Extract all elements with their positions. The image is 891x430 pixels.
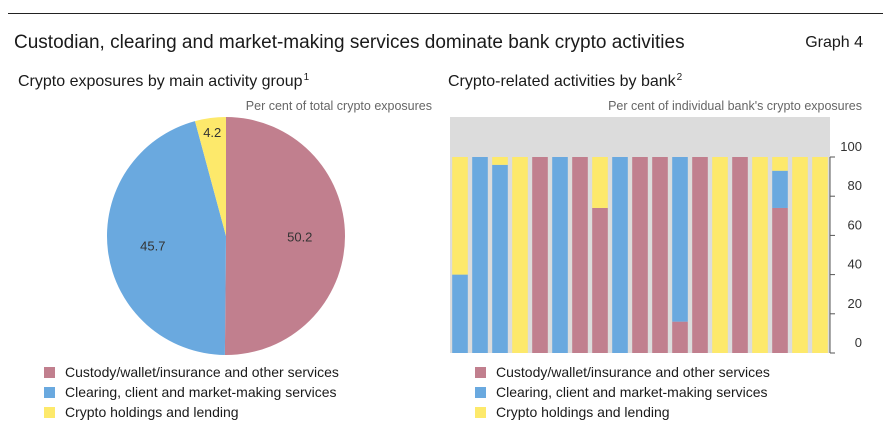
left-panel-title: Crypto exposures by main activity group1 [18, 72, 309, 91]
bar-1-series-2 [452, 274, 468, 353]
bar-19-series-3 [812, 157, 828, 353]
left-panel-title-text: Crypto exposures by main activity group [18, 73, 303, 90]
y-tick-label-0: 0 [855, 335, 862, 350]
stacked-bar-chart: 0 20 40 60 80 100 [450, 117, 862, 354]
right-panel-title: Crypto-related activities by bank2 [448, 72, 682, 91]
legend-label-clearing-right: Clearing, client and market-making servi… [496, 384, 768, 400]
pie-value-label-1: 50.2 [287, 229, 312, 244]
pie-slice-1 [224, 117, 346, 355]
bar-11-series-1 [652, 157, 668, 353]
graph-number: Graph 4 [805, 34, 863, 51]
legend-swatch-clearing [44, 386, 55, 398]
left-panel-footnote: 1 [303, 72, 310, 83]
pie-value-label-2: 45.7 [140, 238, 165, 253]
bar-6-series-2 [552, 157, 568, 353]
legend-label-clearing: Clearing, client and market-making servi… [65, 384, 337, 400]
right-panel-footnote: 2 [676, 72, 683, 83]
bar-14-series-3 [712, 157, 728, 353]
y-tick-label-80: 80 [848, 178, 862, 193]
bar-8-series-3 [592, 157, 608, 208]
legend-swatch-custody-right [475, 366, 486, 378]
y-tick-label-40: 40 [848, 257, 862, 272]
bar-15-series-1 [732, 157, 748, 353]
bar-17-series-2 [772, 170, 788, 208]
bar-17-series-1 [772, 207, 788, 353]
y-tick-label-20: 20 [848, 296, 862, 311]
legend-label-holdings: Crypto holdings and lending [65, 404, 239, 420]
legend-item-clearing: Clearing, client and market-making servi… [44, 382, 339, 402]
legend-item-custody-right: Custody/wallet/insurance and other servi… [475, 362, 770, 382]
bar-3-series-2 [492, 164, 508, 353]
right-legend: Custody/wallet/insurance and other servi… [475, 362, 770, 422]
y-tick-label-60: 60 [848, 217, 862, 232]
legend-swatch-holdings [44, 406, 55, 418]
legend-label-custody: Custody/wallet/insurance and other servi… [65, 364, 339, 380]
bar-3-series-3 [492, 157, 508, 165]
left-legend: Custody/wallet/insurance and other servi… [44, 362, 339, 422]
bar-9-series-2 [612, 157, 628, 353]
bar-5-series-1 [532, 157, 548, 353]
right-panel-subtitle: Per cent of individual bank's crypto exp… [608, 99, 862, 113]
legend-label-custody-right: Custody/wallet/insurance and other servi… [496, 364, 770, 380]
legend-swatch-clearing-right [475, 386, 486, 398]
pie-chart: 50.2 45.7 4.2 [107, 117, 346, 355]
legend-item-holdings: Crypto holdings and lending [44, 402, 339, 422]
legend-item-clearing-right: Clearing, client and market-making servi… [475, 382, 770, 402]
bar-16-series-3 [752, 157, 768, 353]
legend-swatch-holdings-right [475, 406, 486, 418]
pie-slice-3 [194, 117, 226, 236]
top-rule [8, 13, 883, 14]
bar-2-series-2 [472, 157, 488, 353]
legend-swatch-custody [44, 366, 55, 378]
bar-1-series-3 [452, 157, 468, 275]
bar-18-series-3 [792, 157, 808, 353]
legend-label-holdings-right: Crypto holdings and lending [496, 404, 670, 420]
left-panel-subtitle: Per cent of total crypto exposures [245, 99, 432, 113]
legend-item-holdings-right: Crypto holdings and lending [475, 402, 770, 422]
bar-8-series-1 [592, 207, 608, 353]
bar-12-series-2 [672, 157, 688, 322]
legend-item-custody: Custody/wallet/insurance and other servi… [44, 362, 339, 382]
bar-7-series-1 [572, 157, 588, 353]
bar-10-series-1 [632, 157, 648, 353]
pie-value-label-3: 4.2 [203, 125, 221, 140]
graph-title: Custodian, clearing and market-making se… [14, 32, 685, 53]
pie-slice-2 [107, 121, 226, 355]
y-tick-label-100: 100 [840, 139, 862, 154]
bar-12-series-1 [672, 321, 688, 353]
right-panel-title-text: Crypto-related activities by bank [448, 73, 676, 90]
bar-13-series-1 [692, 157, 708, 353]
bar-17-series-3 [772, 157, 788, 171]
bar-4-series-3 [512, 157, 528, 353]
